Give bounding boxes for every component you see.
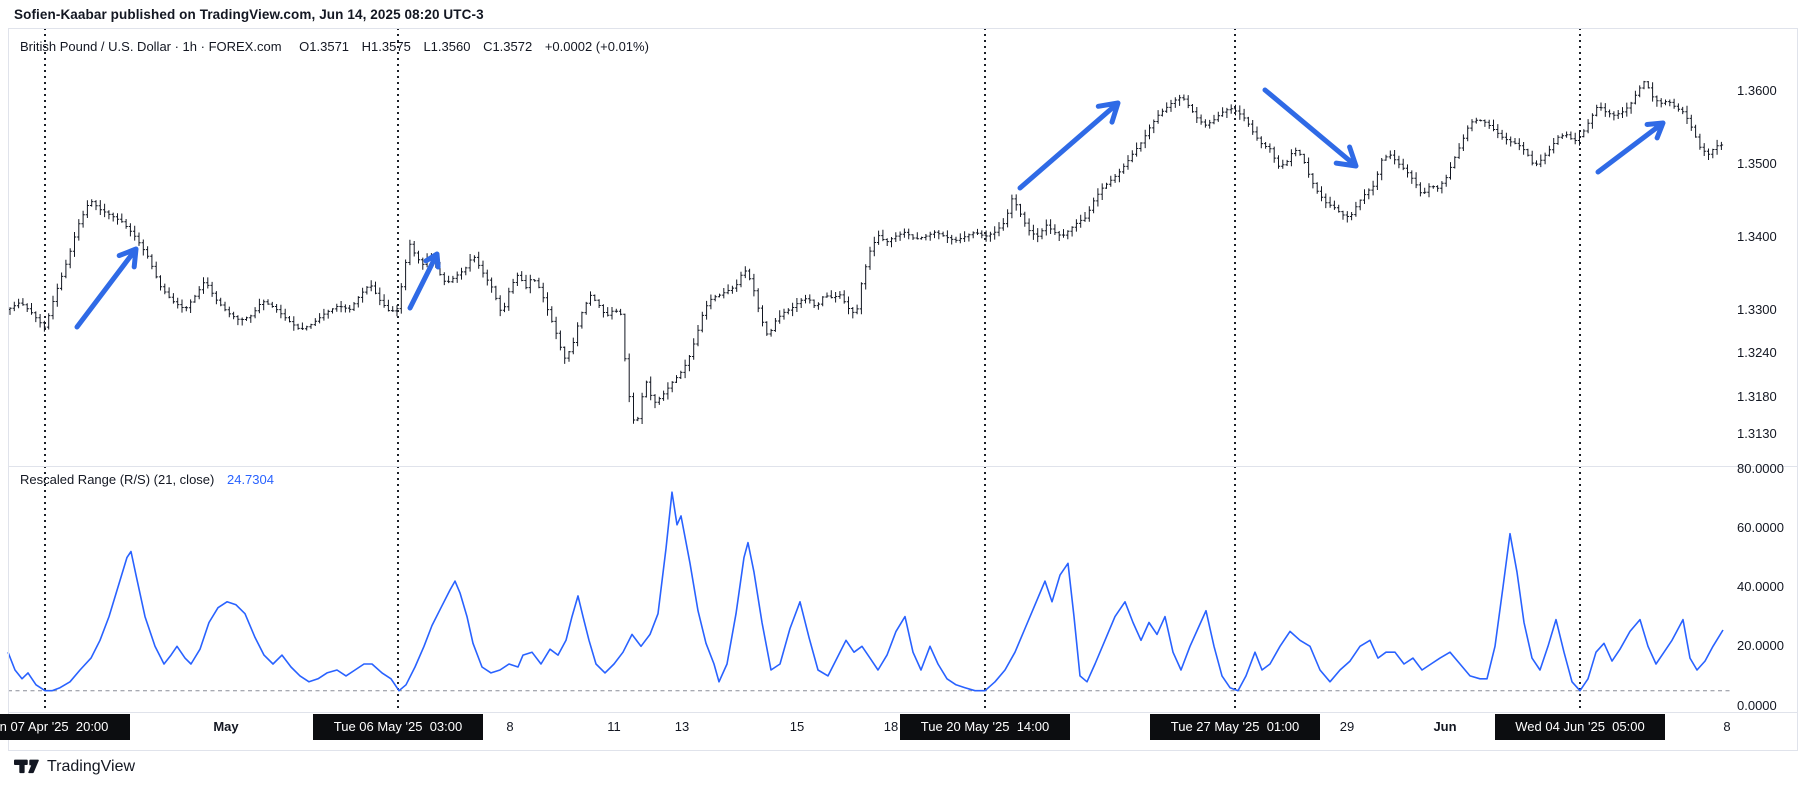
chart-frame-top [8, 28, 1798, 29]
time-axis-session-label: Tue 27 May '25 01:00 [1150, 714, 1320, 740]
time-axis-separator [8, 712, 1798, 713]
symbol-legend[interactable]: British Pound / U.S. Dollar · 1h · FOREX… [20, 39, 658, 54]
time-axis-tick-label: 11 [607, 719, 621, 734]
publish-header: Sofien-Kaabar published on TradingView.c… [14, 7, 484, 22]
ohlc-open: O1.3571 [299, 39, 350, 54]
indicator-axis-label: 20.0000 [1737, 638, 1784, 654]
time-axis-tick-label: Jun [1433, 719, 1457, 734]
chart-frame-bottom [8, 750, 1798, 751]
time-axis-tick-label: 8 [1723, 719, 1731, 734]
time-axis-tick-label: 13 [674, 719, 690, 734]
ohlc-low: L1.3560 [423, 39, 471, 54]
time-axis-session-label: Wed 04 Jun '25 05:00 [1495, 714, 1665, 740]
time-axis-tick-label: 8 [506, 719, 514, 734]
trend-arrow [1017, 100, 1121, 191]
trend-arrow [1595, 120, 1666, 175]
indicator-axis-label: 60.0000 [1737, 519, 1784, 535]
indicator-axis-label: 0.0000 [1737, 697, 1777, 713]
tradingview-icon [14, 759, 39, 774]
price-axis-label: 1.3500 [1737, 155, 1777, 171]
time-axis-session-label: Tue 20 May '25 14:00 [900, 714, 1070, 740]
tradingview-wordmark: TradingView [47, 757, 136, 775]
price-axis-label: 1.3130 [1737, 425, 1777, 441]
time-axis-tick-label: 29 [1339, 719, 1355, 734]
time-axis-tick-label: 18 [883, 719, 899, 734]
ohlc-change: +0.0002 (+0.01%) [544, 39, 649, 54]
symbol-title: British Pound / U.S. Dollar · 1h · FOREX… [20, 39, 282, 54]
indicator-axis-label: 40.0000 [1737, 579, 1784, 594]
chart-frame-left [8, 28, 9, 750]
trend-arrow [74, 246, 139, 330]
indicator-value: 24.7304 [226, 472, 274, 487]
price-axis-label: 1.3400 [1737, 228, 1777, 244]
price-axis-label: 1.3600 [1737, 82, 1777, 98]
tradingview-logo-link[interactable]: TradingView [14, 756, 135, 777]
rs-indicator-line [7, 491, 1724, 692]
time-axis-tick-label: 15 [789, 719, 805, 734]
ohlc-high: H1.3575 [361, 39, 411, 54]
time-axis-tick-label: May [213, 719, 239, 734]
time-axis-session-label: Tue 06 May '25 03:00 [313, 714, 483, 740]
indicator-axis-label: 80.0000 [1737, 460, 1784, 476]
ohlc-close: C1.3572 [483, 39, 533, 54]
price-series-bars [8, 80, 1724, 424]
indicator-title: Rescaled Range (R/S) (21, close) [20, 472, 215, 487]
price-axis-label: 1.3300 [1737, 301, 1777, 317]
indicator-legend[interactable]: Rescaled Range (R/S) (21, close) 24.7304 [20, 472, 274, 487]
price-axis-label: 1.3180 [1737, 389, 1777, 405]
trend-arrow [1262, 87, 1359, 169]
time-axis-session-label: Mon 07 Apr '25 20:00 [0, 714, 130, 740]
trend-arrow [407, 251, 441, 311]
chart-frame-right [1797, 28, 1798, 750]
price-axis-label: 1.3240 [1737, 345, 1777, 361]
pane-separator [8, 466, 1798, 467]
